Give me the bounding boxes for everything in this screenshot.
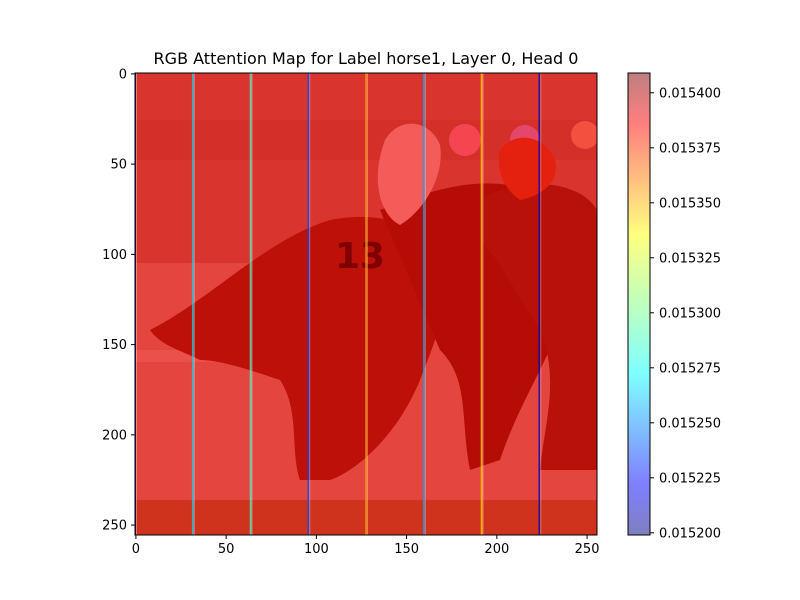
colorbar-tick-label: 0.015325 xyxy=(659,251,721,266)
y-tick-label: 50 xyxy=(110,158,127,173)
x-tick-label: 50 xyxy=(218,542,235,557)
attention-stripe-highlight xyxy=(309,73,311,535)
x-tick-label: 200 xyxy=(484,542,509,557)
heatmap-image: 13 xyxy=(135,73,597,535)
x-tick-label: 150 xyxy=(394,542,419,557)
x-tick-label: 100 xyxy=(304,542,329,557)
colorbar-ticks: 0.015200 0.015225 0.015250 0.015275 0.015300… xyxy=(650,86,721,541)
colorbar-tick-label: 0.015350 xyxy=(659,196,721,211)
attention-stripe xyxy=(307,73,310,535)
attention-stripe xyxy=(480,73,483,535)
x-tick-label: 250 xyxy=(575,542,600,557)
attention-stripe xyxy=(365,73,367,535)
chart-title: RGB Attention Map for Label horse1, Laye… xyxy=(154,49,579,68)
y-tick-label: 0 xyxy=(119,67,127,82)
y-axis: 0 50 100 150 200 250 xyxy=(102,67,135,534)
x-tick-label: 0 xyxy=(132,542,140,557)
attention-stripe-highlight xyxy=(251,73,253,535)
colorbar-tick-label: 0.015200 xyxy=(659,526,721,541)
colorbar-tick-label: 0.015275 xyxy=(659,361,721,376)
y-tick-label: 250 xyxy=(102,519,127,534)
colorbar: 0.015200 0.015225 0.015250 0.015275 0.015300… xyxy=(627,72,721,541)
colorbar-tick-label: 0.015225 xyxy=(659,471,721,486)
y-tick-label: 150 xyxy=(102,338,127,353)
attention-stripe xyxy=(191,73,194,535)
colorbar-tick-label: 0.015375 xyxy=(659,141,721,156)
attention-stripe-highlight xyxy=(424,73,426,535)
y-tick-label: 200 xyxy=(102,428,127,443)
colorbar-frame xyxy=(627,72,651,536)
attention-stripe xyxy=(422,73,425,535)
x-axis: 0 50 100 150 200 250 xyxy=(132,535,600,557)
attention-stripe-highlight xyxy=(367,73,368,535)
attention-stripe-highlight xyxy=(193,73,195,535)
attention-stripe-highlight xyxy=(540,73,542,535)
attention-stripe-highlight xyxy=(482,73,484,535)
colorbar-tick-label: 0.015400 xyxy=(659,86,721,101)
attention-stripe xyxy=(249,73,252,535)
y-tick-label: 100 xyxy=(102,248,127,263)
colorbar-tick-label: 0.015300 xyxy=(659,306,721,321)
colorbar-tick-label: 0.015250 xyxy=(659,416,721,431)
colorbar-gradient xyxy=(628,73,650,535)
plot-frame xyxy=(134,72,598,536)
attention-stripe xyxy=(538,73,541,535)
attention-stripe-highlight xyxy=(136,73,137,535)
